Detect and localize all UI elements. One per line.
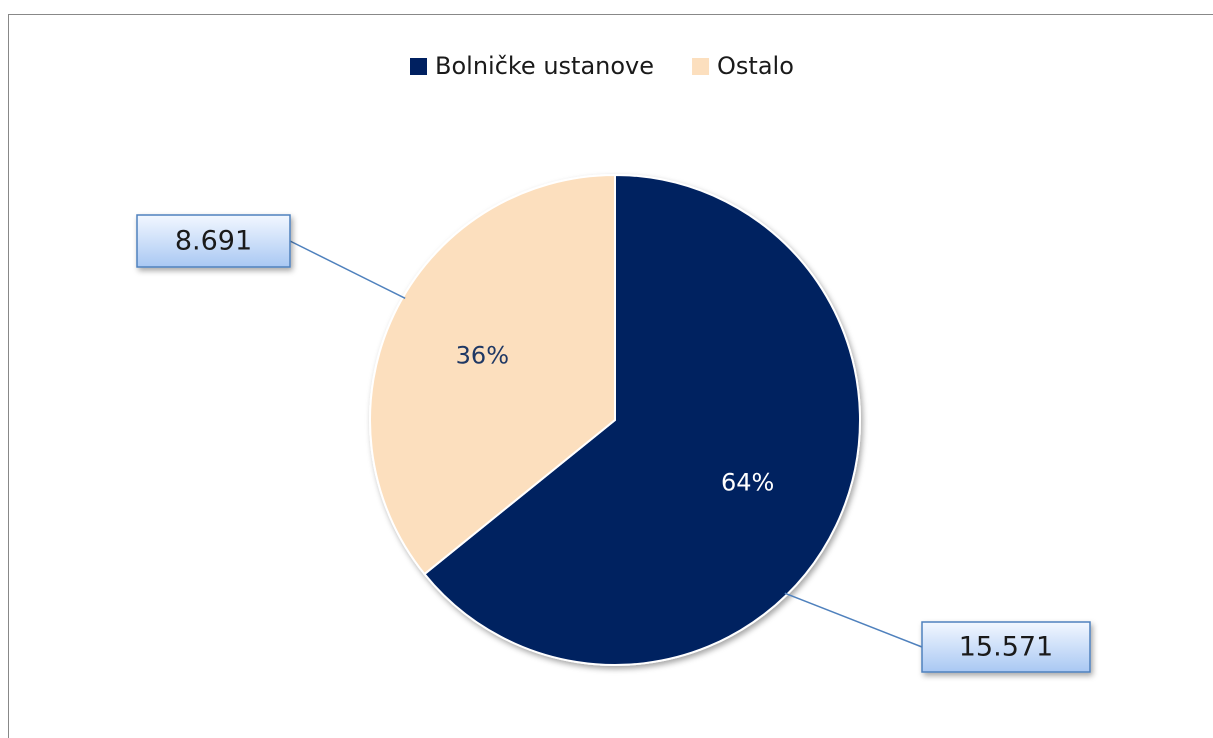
value-label-box [921,621,1091,673]
value-label-box [136,214,291,268]
value-label: 8.691 [175,226,252,257]
legend-label: Ostalo [717,52,794,80]
percent-label: 64% [721,468,774,496]
pie-slice [369,173,616,576]
legend-swatch [410,58,427,75]
legend-swatch [692,58,710,75]
value-label: 15.571 [959,632,1053,663]
leader-line [784,592,923,648]
pie-slice [423,173,861,666]
legend-label: Bolničke ustanove [435,52,654,80]
percent-label: 36% [456,342,509,370]
pie [369,173,861,666]
leader-line [289,240,406,300]
